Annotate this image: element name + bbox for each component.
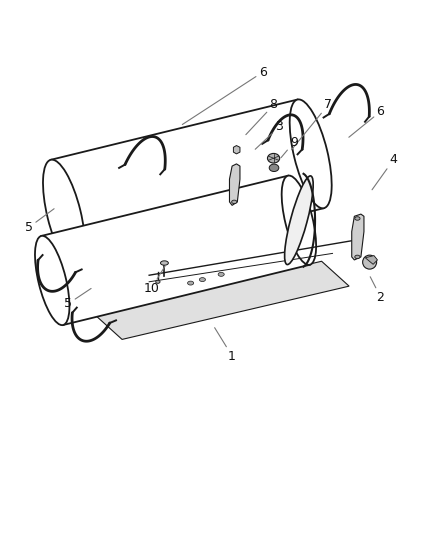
- Text: 5: 5: [25, 209, 54, 233]
- Ellipse shape: [269, 164, 279, 172]
- Ellipse shape: [355, 217, 360, 220]
- Text: 1: 1: [215, 328, 236, 362]
- Text: 10: 10: [143, 265, 165, 295]
- Text: 7: 7: [292, 99, 332, 150]
- Polygon shape: [230, 164, 240, 205]
- Ellipse shape: [285, 176, 313, 264]
- Text: 6: 6: [182, 66, 267, 125]
- Ellipse shape: [282, 175, 316, 265]
- Ellipse shape: [363, 255, 377, 269]
- Text: 9: 9: [281, 135, 298, 158]
- Ellipse shape: [187, 281, 194, 285]
- Polygon shape: [41, 176, 310, 325]
- Polygon shape: [233, 146, 240, 154]
- Polygon shape: [95, 261, 349, 340]
- Ellipse shape: [155, 280, 160, 284]
- Text: 2: 2: [370, 277, 385, 304]
- Ellipse shape: [232, 200, 237, 204]
- Text: 6: 6: [349, 105, 385, 138]
- Ellipse shape: [290, 100, 332, 208]
- Ellipse shape: [355, 255, 360, 259]
- Ellipse shape: [268, 154, 280, 163]
- Ellipse shape: [218, 272, 224, 276]
- Text: 8: 8: [246, 99, 278, 135]
- Text: 3: 3: [255, 120, 283, 149]
- Ellipse shape: [43, 160, 85, 269]
- Text: 5: 5: [64, 288, 91, 310]
- Ellipse shape: [199, 278, 205, 281]
- Polygon shape: [352, 214, 364, 260]
- Polygon shape: [365, 256, 378, 264]
- Text: 4: 4: [372, 153, 398, 190]
- Ellipse shape: [35, 236, 70, 325]
- Ellipse shape: [160, 261, 168, 265]
- Polygon shape: [51, 100, 324, 269]
